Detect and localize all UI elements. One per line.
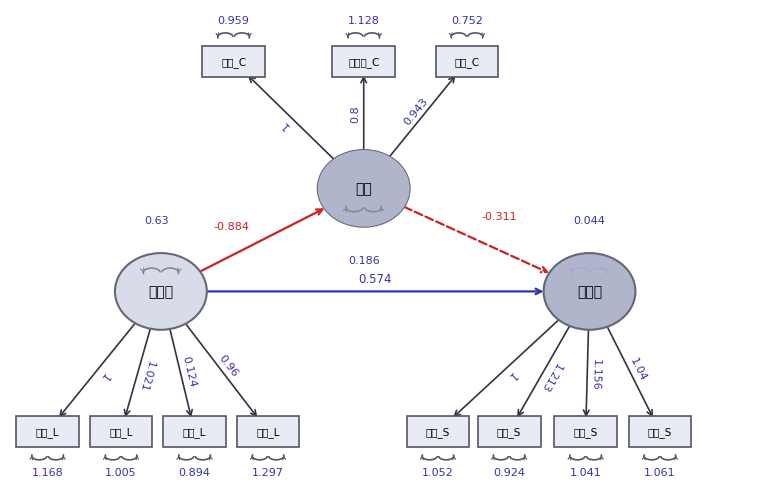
Text: 0.924: 0.924: [493, 468, 525, 477]
Text: 1.156: 1.156: [590, 358, 601, 390]
Text: 满意度: 满意度: [577, 285, 602, 299]
Text: 难处理_C: 难处理_C: [348, 57, 380, 68]
Text: 互动_L: 互动_L: [256, 426, 280, 437]
FancyBboxPatch shape: [202, 47, 265, 78]
Text: 同事_S: 同事_S: [573, 426, 598, 437]
Text: 领导力: 领导力: [148, 285, 173, 299]
Text: 1.005: 1.005: [105, 468, 137, 477]
Text: 1.061: 1.061: [644, 468, 676, 477]
Text: 1.168: 1.168: [32, 468, 63, 477]
Text: 工作_L: 工作_L: [183, 426, 206, 437]
Text: 支持_L: 支持_L: [36, 426, 59, 437]
Text: 常规_S: 常规_S: [426, 426, 450, 437]
Text: 主管_S: 主管_S: [647, 426, 672, 437]
Ellipse shape: [544, 254, 636, 330]
Text: 0.63: 0.63: [144, 216, 169, 226]
FancyBboxPatch shape: [555, 416, 617, 447]
FancyBboxPatch shape: [436, 47, 498, 78]
FancyBboxPatch shape: [478, 416, 540, 447]
Text: 1.04: 1.04: [628, 355, 647, 382]
Text: 0.8: 0.8: [350, 104, 360, 122]
Text: 0.96: 0.96: [217, 353, 240, 378]
Text: -0.311: -0.311: [482, 211, 517, 222]
Text: 人员_C: 人员_C: [221, 57, 246, 68]
Text: 1: 1: [279, 118, 291, 130]
Text: 冲突: 冲突: [355, 182, 372, 196]
Text: 目标_L: 目标_L: [109, 426, 133, 437]
FancyBboxPatch shape: [629, 416, 691, 447]
Text: 0.894: 0.894: [179, 468, 211, 477]
Text: 0.959: 0.959: [218, 17, 250, 26]
Text: 0.044: 0.044: [573, 216, 605, 226]
FancyBboxPatch shape: [333, 47, 395, 78]
Ellipse shape: [318, 151, 410, 227]
FancyBboxPatch shape: [163, 416, 226, 447]
FancyBboxPatch shape: [16, 416, 79, 447]
Text: 成长_S: 成长_S: [497, 426, 522, 437]
Text: 1.021: 1.021: [137, 359, 155, 392]
Text: 0.124: 0.124: [180, 355, 198, 388]
Text: 0.574: 0.574: [358, 272, 392, 285]
Text: 1.041: 1.041: [570, 468, 601, 477]
Text: 0.752: 0.752: [451, 17, 483, 26]
FancyBboxPatch shape: [237, 416, 299, 447]
Text: 0.943: 0.943: [402, 96, 430, 127]
Text: 1: 1: [98, 370, 110, 382]
Text: 互动_C: 互动_C: [455, 57, 480, 68]
Text: 1.052: 1.052: [422, 468, 454, 477]
Text: 1.213: 1.213: [539, 360, 563, 392]
Text: 0.186: 0.186: [348, 255, 380, 265]
Text: 1: 1: [506, 369, 518, 381]
Text: 1.297: 1.297: [252, 468, 284, 477]
Ellipse shape: [115, 254, 207, 330]
FancyBboxPatch shape: [407, 416, 469, 447]
Ellipse shape: [318, 151, 410, 227]
FancyBboxPatch shape: [90, 416, 152, 447]
Text: -0.884: -0.884: [214, 221, 250, 231]
Text: 1.128: 1.128: [348, 17, 380, 26]
